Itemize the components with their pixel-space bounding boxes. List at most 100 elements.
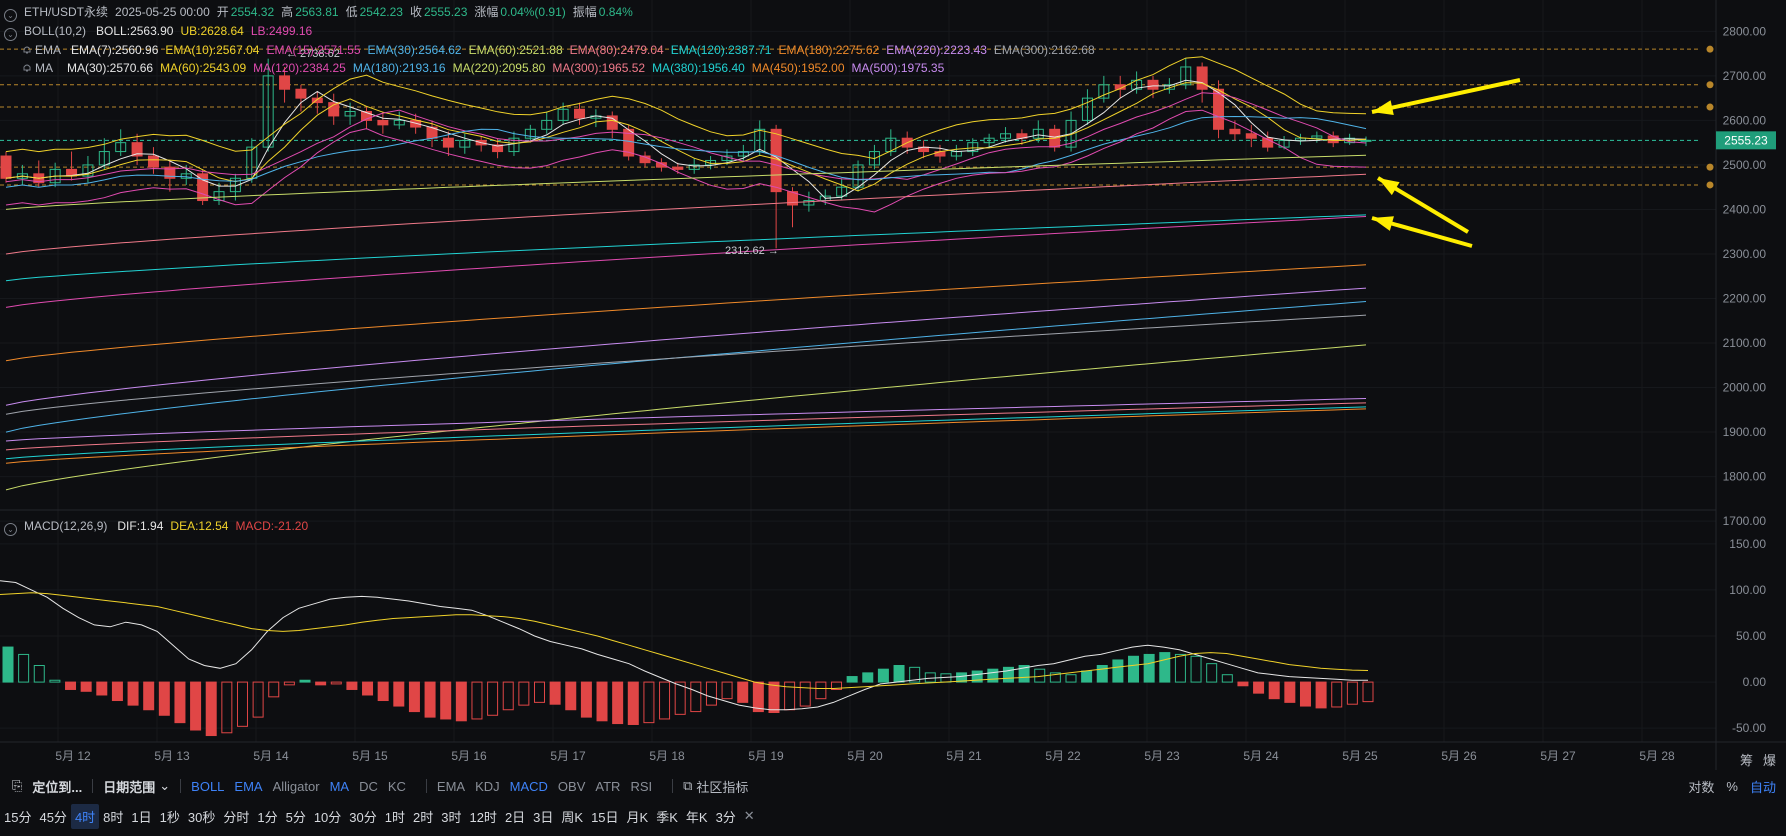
close-label: 收 (409, 5, 422, 19)
arrow-head (1372, 100, 1394, 116)
candle-body (1229, 128, 1241, 135)
low-price-annotation: 2312.62 → (725, 245, 779, 257)
locate-button[interactable]: 定位到... (32, 779, 83, 795)
candle-body (967, 142, 979, 153)
candle-body (279, 75, 291, 90)
collapse-icon[interactable]: ⌄ (4, 28, 17, 41)
interval-16[interactable]: 2日 (504, 809, 526, 825)
close-icon[interactable]: ✕ (743, 808, 755, 823)
main-indicator-kc-button[interactable]: KC (387, 778, 406, 794)
interval-4[interactable]: 1日 (131, 809, 152, 825)
sub-indicator-ema-button[interactable]: EMA (436, 778, 466, 794)
price-tick-label: 2200.00 (1723, 291, 1767, 305)
interval-7[interactable]: 分时 (223, 809, 250, 825)
main-indicator-alligator-button[interactable]: Alligator (272, 778, 320, 794)
candle-body (1065, 119, 1077, 148)
main-indicator-boll-button[interactable]: BOLL (191, 778, 225, 794)
dif-line (0, 580, 1369, 711)
community-icon[interactable]: ⧉ (683, 778, 693, 793)
macd-bar (752, 681, 764, 713)
time-tick-label: 5月 17 (550, 749, 586, 763)
macd-bar (236, 681, 248, 727)
interval-1[interactable]: 45分 (39, 809, 67, 825)
price-tick-label: 2000.00 (1723, 381, 1767, 395)
candle-body (180, 173, 192, 179)
sub-indicator-macd-button[interactable]: MACD (509, 778, 548, 794)
macd-bar (18, 653, 30, 683)
sub-indicator-obv-button[interactable]: OBV (557, 778, 586, 794)
community-indicators-button[interactable]: 社区指标 (696, 779, 749, 795)
price-tick-label: 2800.00 (1723, 24, 1767, 38)
interval-20[interactable]: 月K (626, 809, 649, 825)
interval-13[interactable]: 2时 (413, 809, 434, 825)
interval-8[interactable]: 1分 (257, 809, 278, 825)
macd-bar (674, 681, 686, 715)
bell-icon[interactable] (22, 45, 32, 55)
trend-line (5, 173, 1367, 255)
sub-indicator-atr-button[interactable]: ATR (595, 778, 621, 794)
time-tick-label: 5月 14 (253, 749, 289, 763)
bell-icon[interactable] (22, 63, 32, 73)
candle-body (295, 88, 307, 99)
interval-15[interactable]: 12时 (469, 809, 497, 825)
macd-bar (1253, 681, 1265, 694)
time-tick-label: 5月 19 (748, 749, 784, 763)
interval-6[interactable]: 30秒 (187, 809, 216, 825)
interval-22[interactable]: 年K (685, 809, 708, 825)
macd-bar (846, 676, 858, 683)
interval-5[interactable]: 1秒 (159, 809, 180, 825)
collapse-icon[interactable]: ⌄ (4, 523, 17, 536)
ma-value-3: MA(180):2193.16 (352, 61, 446, 75)
candle-body (1114, 84, 1126, 90)
auto-scale-button[interactable]: 自动 (1749, 779, 1776, 795)
sub-indicator-kdj-button[interactable]: KDJ (475, 778, 500, 794)
macd-bar (1065, 674, 1077, 683)
interval-2[interactable]: 4时 (70, 803, 100, 829)
time-tick-label: 5月 12 (55, 749, 91, 763)
percent-scale-button[interactable]: % (1726, 778, 1738, 794)
macd-bar (283, 681, 295, 686)
dea-line (0, 592, 1369, 689)
main-indicator-ma-button[interactable]: MA (329, 778, 350, 794)
main-indicator-ema-button[interactable]: EMA (234, 778, 263, 794)
date-range-button[interactable]: 日期范围 (103, 779, 156, 795)
ema-name: EMA (35, 43, 62, 57)
interval-12[interactable]: 1时 (384, 809, 405, 825)
alert-dot (1706, 103, 1714, 111)
macd-bar (1002, 666, 1014, 683)
time-tick-label: 5月 16 (451, 749, 487, 763)
interval-23[interactable]: 3分 (715, 809, 736, 825)
interval-14[interactable]: 3时 (441, 809, 462, 825)
main-indicator-dc-button[interactable]: DC (359, 778, 378, 794)
macd-bar (518, 681, 530, 706)
interval-11[interactable]: 30分 (349, 809, 377, 825)
interval-17[interactable]: 3日 (533, 809, 554, 825)
interval-19[interactable]: 15日 (591, 809, 619, 825)
interval-18[interactable]: 周K (561, 809, 584, 825)
candle-body (131, 142, 143, 157)
time-tick-label: 5月 15 (352, 749, 388, 763)
interval-9[interactable]: 5分 (285, 809, 306, 825)
sub-indicator-rsi-button[interactable]: RSI (630, 778, 653, 794)
ema-value-7: EMA(180):2275.62 (778, 43, 880, 57)
macd-bar (1284, 681, 1296, 703)
macd-bar (705, 681, 717, 706)
locate-icon[interactable]: ⎘ (12, 778, 23, 793)
interval-21[interactable]: 季K (656, 809, 678, 825)
candle-body (688, 164, 700, 170)
collapse-icon[interactable]: ⌄ (4, 9, 17, 22)
interval-3[interactable]: 8时 (103, 809, 124, 825)
macd-bar (49, 679, 61, 683)
macd-bar (1049, 672, 1061, 683)
ma-value-4: MA(220):2095.80 (452, 61, 546, 75)
macd-bar (252, 681, 264, 718)
macd-tick-label: 100.00 (1729, 583, 1766, 597)
log-scale-button[interactable]: 对数 (1688, 779, 1715, 795)
interval-0[interactable]: 15分 (4, 809, 32, 825)
chevron-down-icon[interactable]: ⌄ (159, 778, 171, 793)
interval-10[interactable]: 10分 (313, 809, 342, 825)
liquidation-button[interactable]: 爆 (1762, 753, 1776, 768)
macd-bar (1081, 670, 1093, 683)
chip-button[interactable]: 筹 (1739, 753, 1753, 768)
